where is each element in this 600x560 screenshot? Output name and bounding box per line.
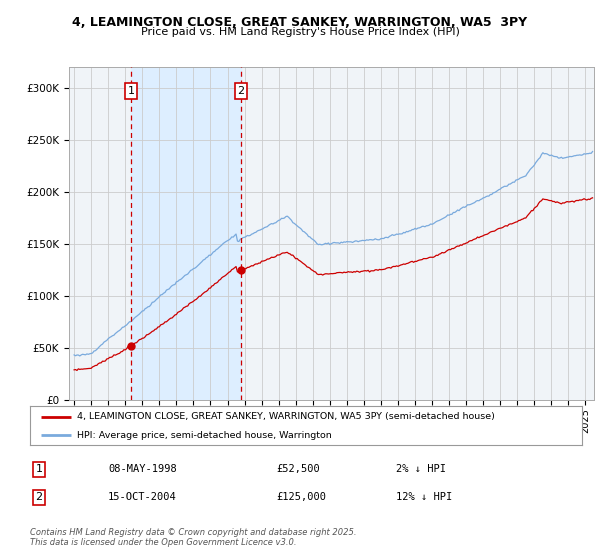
Text: £52,500: £52,500: [276, 464, 320, 474]
Text: 2: 2: [35, 492, 43, 502]
Text: 2: 2: [238, 86, 245, 96]
Text: 1: 1: [128, 86, 135, 96]
Text: Price paid vs. HM Land Registry's House Price Index (HPI): Price paid vs. HM Land Registry's House …: [140, 27, 460, 37]
Text: 4, LEAMINGTON CLOSE, GREAT SANKEY, WARRINGTON, WA5  3PY: 4, LEAMINGTON CLOSE, GREAT SANKEY, WARRI…: [73, 16, 527, 29]
Text: 2% ↓ HPI: 2% ↓ HPI: [396, 464, 446, 474]
Text: 12% ↓ HPI: 12% ↓ HPI: [396, 492, 452, 502]
Text: 4, LEAMINGTON CLOSE, GREAT SANKEY, WARRINGTON, WA5 3PY (semi-detached house): 4, LEAMINGTON CLOSE, GREAT SANKEY, WARRI…: [77, 412, 495, 421]
Text: 15-OCT-2004: 15-OCT-2004: [108, 492, 177, 502]
Text: HPI: Average price, semi-detached house, Warrington: HPI: Average price, semi-detached house,…: [77, 431, 332, 440]
Text: 1: 1: [35, 464, 43, 474]
Text: 08-MAY-1998: 08-MAY-1998: [108, 464, 177, 474]
Text: £125,000: £125,000: [276, 492, 326, 502]
Text: Contains HM Land Registry data © Crown copyright and database right 2025.
This d: Contains HM Land Registry data © Crown c…: [30, 528, 356, 547]
Bar: [131, 67, 241, 400]
